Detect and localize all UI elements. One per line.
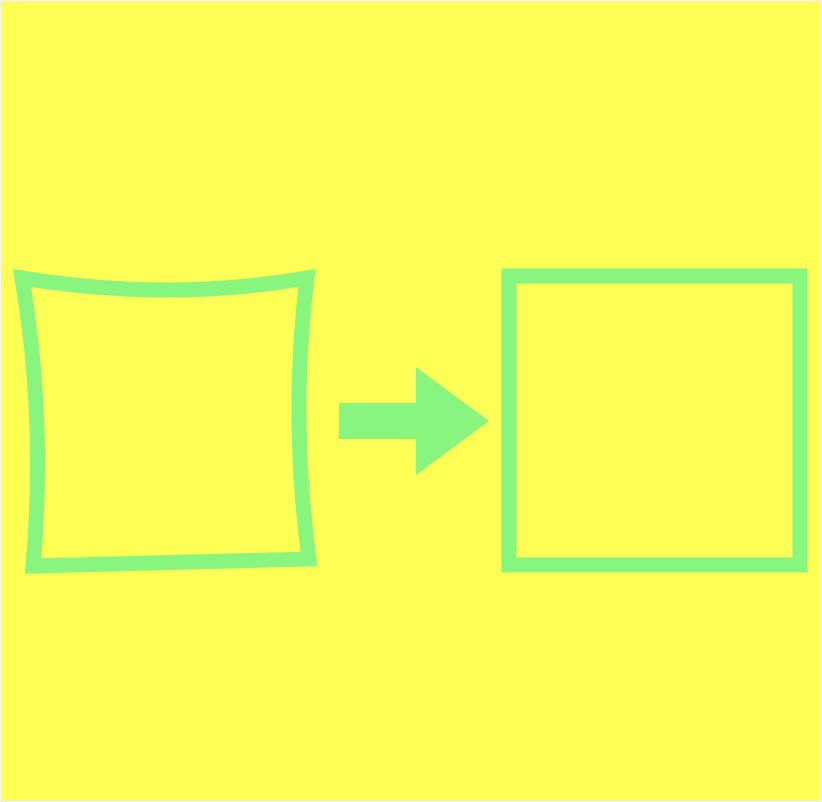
right-arrow-icon xyxy=(339,367,489,475)
square-icon xyxy=(501,268,808,573)
distorted-square-icon xyxy=(12,268,318,574)
